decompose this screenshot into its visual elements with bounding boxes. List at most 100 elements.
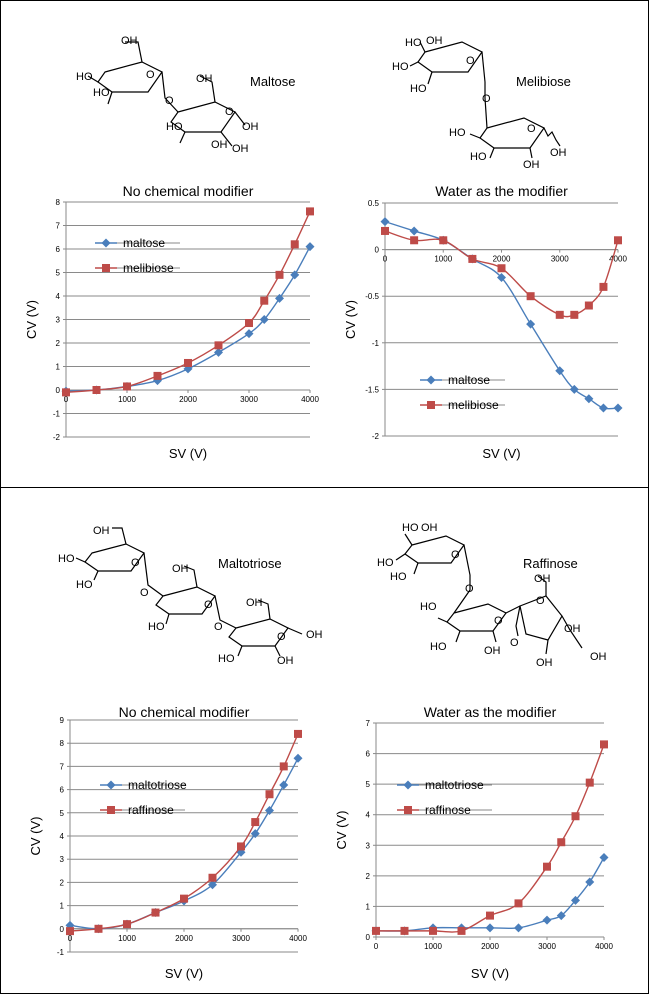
maltotriose-bond — [183, 565, 198, 588]
y-axis-label: CV (V) — [28, 817, 43, 856]
series-line-raffinose — [376, 744, 605, 933]
data-point-maltose — [555, 366, 565, 376]
melibiose-bond — [469, 133, 481, 139]
legend-label: maltotriose — [425, 778, 484, 792]
atom-label: HO — [377, 557, 394, 569]
data-point-raffinose — [94, 924, 103, 933]
atom-label: O — [527, 123, 536, 135]
atom-label: O — [214, 621, 223, 633]
y-tick-label: 5 — [60, 809, 65, 818]
data-point-maltose — [244, 329, 254, 339]
maltose-bond — [220, 131, 233, 147]
raffinose-bond — [492, 630, 497, 643]
legend-label: maltose — [448, 373, 490, 387]
y-tick-label: 0.5 — [368, 199, 380, 208]
atom-label: OH — [211, 139, 228, 151]
atom-label: HO — [402, 522, 419, 534]
atom-label: HO — [166, 121, 183, 133]
atom-label: OH — [246, 597, 263, 609]
data-point-raffinose — [294, 729, 302, 738]
data-point-raffinose — [457, 926, 466, 935]
melibiose-atoms: HO OH HO HO O O HO O HO OH OH — [392, 35, 567, 171]
data-point-melibiose — [123, 382, 131, 391]
x-tick-label: 2000 — [175, 934, 193, 943]
y-tick-label: -2 — [372, 432, 380, 441]
data-point-melibiose — [62, 388, 70, 397]
maltose-structure — [87, 41, 246, 147]
data-point-maltotriose — [265, 805, 274, 815]
melibiose-structure — [409, 41, 561, 159]
maltose-bond — [87, 75, 99, 83]
legend-marker — [107, 806, 115, 814]
x-tick-label: 3000 — [232, 934, 250, 943]
data-point-melibiose — [184, 358, 192, 367]
atom-label: O — [494, 615, 503, 627]
atom-label: HO — [470, 151, 487, 163]
melibiose-bond — [419, 41, 426, 53]
y-tick-label: 1 — [56, 363, 61, 372]
y-tick-label: -1 — [57, 948, 65, 957]
atom-label: OH — [172, 563, 189, 575]
data-point-maltose — [259, 315, 269, 324]
data-point-melibiose — [570, 310, 579, 319]
atom-label: OH — [196, 73, 213, 85]
atom-label: HO — [93, 87, 110, 99]
maltose-bond — [179, 131, 186, 144]
maltotriose-glycosidic-bond — [214, 595, 237, 629]
y-tick-label: 4 — [366, 811, 371, 820]
maltotriose-bond — [287, 627, 303, 635]
data-point-maltotriose — [279, 780, 289, 790]
data-point-melibiose — [260, 296, 269, 305]
molecule-name: Maltose — [250, 74, 296, 89]
data-point-maltotriose — [293, 753, 303, 763]
x-tick-label: 2000 — [481, 942, 499, 951]
chart-title: No chemical modifier — [119, 704, 250, 720]
series-line-maltotriose — [375, 857, 605, 932]
data-point-maltotriose — [556, 911, 566, 921]
raffinose-bond — [545, 639, 549, 655]
atom-label: OH — [121, 35, 138, 47]
y-tick-label: 0 — [60, 925, 65, 934]
legend-label: raffinose — [425, 803, 471, 817]
data-point-melibiose — [275, 270, 284, 279]
data-point-raffinose — [585, 778, 594, 787]
atom-label: HO — [76, 71, 93, 83]
x-tick-label: 0 — [68, 934, 73, 943]
data-point-melibiose — [599, 282, 608, 291]
raffinose-bond — [537, 575, 547, 596]
x-tick-label: 0 — [64, 395, 69, 404]
y-tick-label: 2 — [366, 872, 371, 881]
atom-label: O — [277, 631, 286, 643]
legend-label: maltotriose — [128, 778, 187, 792]
maltose-bond — [234, 111, 246, 126]
atom-label: O — [165, 95, 174, 107]
data-point-melibiose — [584, 301, 593, 310]
data-point-melibiose — [497, 264, 506, 273]
data-point-melibiose — [306, 207, 314, 216]
data-point-melibiose — [290, 240, 299, 249]
data-point-melibiose — [614, 236, 622, 245]
y-tick-label: 8 — [60, 739, 65, 748]
data-point-maltose — [275, 293, 284, 303]
melibiose-bond — [489, 147, 495, 159]
x-tick-label: 1000 — [424, 942, 442, 951]
molecule-name: Melibiose — [516, 74, 571, 89]
data-point-raffinose — [237, 842, 245, 851]
legend-marker — [102, 264, 110, 272]
atom-label: HO — [410, 83, 427, 95]
y-tick-label: 6 — [60, 786, 65, 795]
data-point-raffinose — [486, 911, 494, 920]
data-point-raffinose — [571, 812, 580, 821]
data-point-raffinose — [429, 926, 437, 935]
atom-label: OH — [534, 573, 551, 585]
y-tick-label: 1 — [366, 902, 371, 911]
x-tick-label: 2000 — [493, 255, 511, 264]
raffinose-bond — [561, 615, 583, 649]
chart-title: Water as the modifier — [435, 183, 568, 199]
legend-marker — [101, 238, 111, 248]
data-point-raffinose — [372, 926, 380, 935]
data-point-maltose — [214, 347, 223, 357]
data-point-maltotriose — [585, 877, 595, 887]
chart-maltose-melibiose-water: -2 -1.5 -1 -0.5 0 0.5 0 1000 2000 3000 4000 Water a… — [343, 183, 627, 461]
